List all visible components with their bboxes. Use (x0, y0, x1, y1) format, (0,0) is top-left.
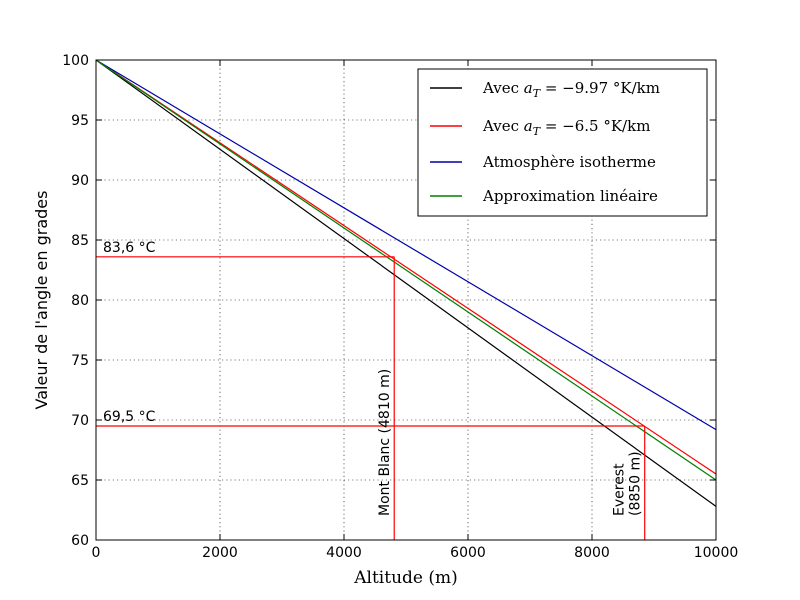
reference-lines (96, 256, 646, 540)
series-lines (95, 59, 717, 507)
x-tick-label: 8000 (574, 545, 610, 561)
legend-entry-3: Atmosphère isotherme (482, 153, 656, 171)
legend-label-prefix: Avec (482, 79, 524, 97)
series-line-3 (95, 59, 717, 431)
ref-vline-label-line: (8850 m) (628, 451, 644, 516)
annotations: 83,6 °C 69,5 °C Mont Blanc (4810 m) Everest… (103, 240, 644, 516)
ref-hline-label-1: 83,6 °C (103, 240, 156, 256)
x-tick-label: 10000 (694, 545, 739, 561)
ticks: 0 2000 4000 6000 8000 10000 60 65 70 75 80 85 90 95 10… (62, 53, 738, 561)
legend-label-rest: = −9.97 °K/km (540, 79, 660, 97)
legend-label-var: a (524, 79, 533, 97)
legend-entry-1: Avec aT = −9.97 °K/km (482, 79, 660, 100)
legend-entry-4: Approximation linéaire (482, 187, 658, 205)
series-line-1 (95, 59, 717, 507)
ref-vline-label-1: Mont Blanc (4810 m) (377, 369, 393, 516)
legend-label-sub: T (533, 125, 542, 138)
legend-label-prefix: Atmosphère isotherme (482, 153, 656, 171)
legend-label-prefix: Approximation linéaire (482, 187, 658, 205)
y-tick-label: 70 (71, 413, 89, 429)
series-line-2 (95, 59, 717, 475)
ref-vline-label-2: Everest(8850 m) (612, 451, 644, 516)
ref-vline-label-line: Mont Blanc (4810 m) (377, 369, 393, 516)
legend-frame (417, 68, 708, 217)
ref-hline-label-2: 69,5 °C (103, 409, 156, 425)
x-tick-label: 4000 (326, 545, 362, 561)
legend-label-sub: T (533, 87, 542, 100)
y-axis-title: Valeur de l'angle en grades (32, 191, 51, 410)
x-tick-label: 0 (92, 545, 101, 561)
series-line-4 (95, 59, 717, 481)
legend-label-prefix: Avec (482, 117, 524, 135)
legend-label-rest: = −6.5 °K/km (540, 117, 650, 135)
x-axis-title: Altitude (m) (353, 568, 458, 588)
y-tick-label: 95 (71, 113, 89, 129)
y-tick-label: 80 (71, 293, 89, 309)
y-tick-label: 85 (71, 233, 89, 249)
y-tick-label: 60 (71, 533, 89, 549)
x-tick-label: 6000 (450, 545, 486, 561)
y-tick-label: 100 (62, 53, 89, 69)
y-tick-label: 65 (71, 473, 89, 489)
y-tick-label: 90 (71, 173, 89, 189)
y-tick-label: 75 (71, 353, 89, 369)
x-tick-label: 2000 (202, 545, 238, 561)
legend-label-var: a (524, 117, 533, 135)
legend-entry-2: Avec aT = −6.5 °K/km (482, 117, 650, 138)
ref-vline-label-line: Everest (612, 463, 628, 516)
